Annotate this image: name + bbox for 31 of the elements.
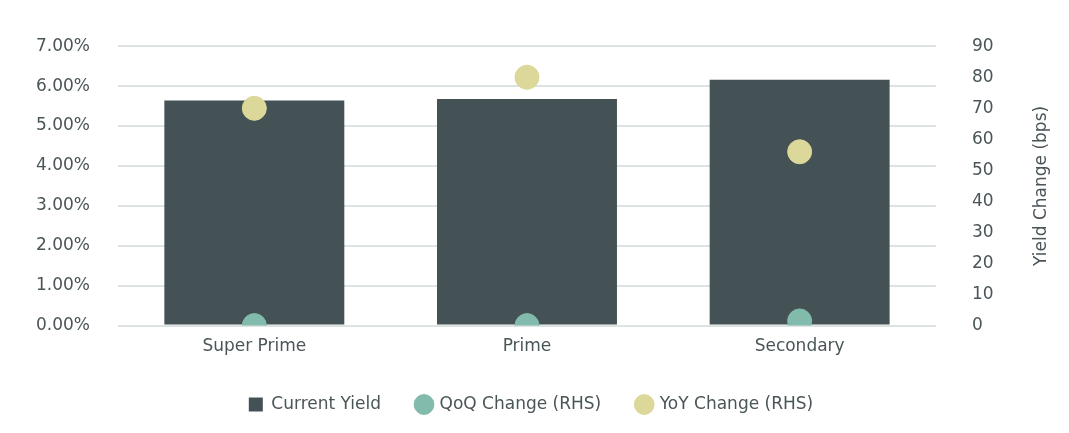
y2-tick-label: 60 <box>971 127 994 148</box>
y2-tick-label: 80 <box>971 65 994 86</box>
y2-tick-label: 0 <box>971 314 983 335</box>
legend-label: YoY Change (RHS) <box>658 392 814 413</box>
point <box>787 139 813 165</box>
bar <box>164 100 345 325</box>
y2-tick-label: 50 <box>971 158 994 179</box>
bar <box>709 79 890 325</box>
y2-tick-label: 70 <box>971 96 994 117</box>
y-tick-label: 6.00% <box>35 74 90 95</box>
x-tick-label: Super Prime <box>202 335 307 356</box>
y-tick-label: 3.00% <box>35 194 90 215</box>
y-tick-label: 2.00% <box>35 234 90 255</box>
x-tick-label: Prime <box>502 335 552 356</box>
y-tick-label: 5.00% <box>35 114 90 135</box>
x-tick-label: Secondary <box>754 335 845 356</box>
y-tick-label: 4.00% <box>35 154 90 175</box>
y2-tick-label: 90 <box>971 34 994 55</box>
legend-label: QoQ Change (RHS) <box>439 392 602 413</box>
y2-axis-title: Yield Change (bps) <box>1030 105 1051 267</box>
y2-tick-label: 30 <box>971 220 994 241</box>
y2-tick-label: 40 <box>971 189 994 210</box>
legend-label: Current Yield <box>271 392 382 413</box>
y2-tick-label: 20 <box>971 251 994 272</box>
y2-tick-label: 10 <box>971 282 994 303</box>
point <box>514 64 540 90</box>
y-tick-label: 0.00% <box>35 314 90 335</box>
y-tick-label: 7.00% <box>35 34 90 55</box>
bar <box>437 98 617 325</box>
point <box>241 95 267 121</box>
y-tick-label: 1.00% <box>35 274 90 295</box>
